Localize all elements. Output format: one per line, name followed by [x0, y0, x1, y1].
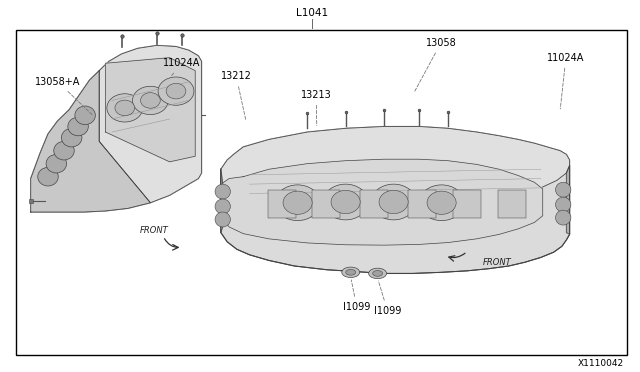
Ellipse shape: [158, 77, 194, 105]
Polygon shape: [221, 169, 223, 232]
Polygon shape: [31, 71, 150, 212]
Ellipse shape: [75, 106, 95, 125]
Polygon shape: [106, 58, 195, 162]
Ellipse shape: [166, 83, 186, 99]
Polygon shape: [99, 45, 202, 203]
Bar: [360, 190, 388, 218]
Ellipse shape: [556, 197, 571, 212]
Bar: [312, 190, 340, 218]
Text: 13212: 13212: [221, 71, 252, 120]
Ellipse shape: [141, 93, 160, 108]
Bar: [268, 190, 296, 218]
Polygon shape: [223, 159, 543, 245]
Ellipse shape: [115, 100, 134, 116]
Ellipse shape: [46, 154, 67, 173]
Ellipse shape: [61, 128, 82, 147]
Text: 11024A: 11024A: [163, 58, 200, 76]
Polygon shape: [221, 126, 570, 273]
Text: 13058+A: 13058+A: [35, 77, 93, 115]
Bar: [408, 190, 436, 218]
Ellipse shape: [427, 191, 456, 214]
Polygon shape: [221, 126, 570, 211]
Text: 11024A: 11024A: [547, 53, 584, 109]
Ellipse shape: [331, 190, 360, 214]
Circle shape: [369, 268, 387, 279]
Ellipse shape: [215, 212, 230, 227]
Text: L1041: L1041: [296, 8, 328, 18]
Polygon shape: [566, 166, 570, 234]
Polygon shape: [31, 45, 202, 212]
Circle shape: [372, 270, 383, 276]
Bar: [16, 30, 627, 355]
Ellipse shape: [107, 94, 143, 122]
Ellipse shape: [419, 185, 464, 221]
Text: X1110042: X1110042: [578, 359, 624, 368]
Circle shape: [346, 269, 356, 275]
Ellipse shape: [215, 199, 230, 214]
Text: 13058: 13058: [414, 38, 456, 92]
Ellipse shape: [38, 167, 58, 186]
Text: I1099: I1099: [374, 281, 401, 315]
Text: FRONT: FRONT: [140, 226, 168, 235]
Ellipse shape: [323, 184, 368, 220]
Text: I1099: I1099: [343, 280, 371, 312]
Text: 13213: 13213: [301, 90, 332, 126]
Ellipse shape: [132, 86, 168, 115]
Bar: [453, 190, 481, 218]
Ellipse shape: [379, 190, 408, 214]
Circle shape: [342, 267, 360, 278]
Ellipse shape: [275, 185, 320, 221]
Polygon shape: [221, 166, 570, 273]
Ellipse shape: [556, 182, 571, 197]
Ellipse shape: [68, 117, 88, 136]
Bar: [498, 190, 526, 218]
Ellipse shape: [215, 184, 230, 199]
Ellipse shape: [54, 141, 74, 160]
Ellipse shape: [556, 210, 571, 225]
Ellipse shape: [371, 184, 416, 220]
Ellipse shape: [283, 191, 312, 214]
Text: FRONT: FRONT: [483, 258, 512, 267]
